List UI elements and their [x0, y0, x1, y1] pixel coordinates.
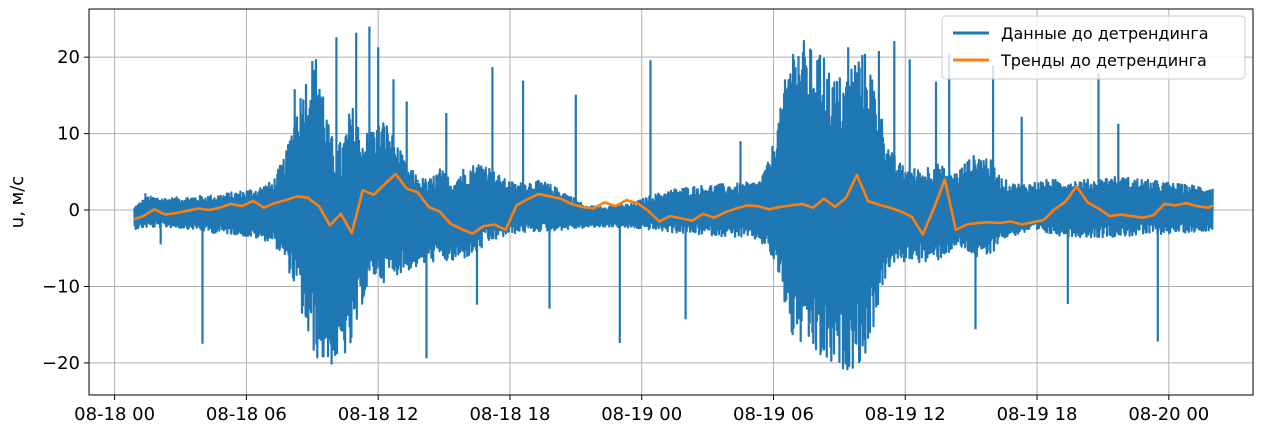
series-data-before-detrending: [133, 26, 1214, 371]
y-tick-label: −10: [42, 276, 80, 297]
x-tick-label: 08-20 00: [1128, 404, 1209, 425]
y-axis: −20 −10 0 10 20: [42, 47, 89, 374]
x-tick-label: 08-18 00: [74, 404, 155, 425]
y-axis-label: u, м/с: [7, 176, 28, 228]
legend-box: [941, 15, 1246, 80]
y-tick-label: 0: [69, 200, 80, 221]
legend: Данные до детрендинга Тренды до детренди…: [941, 15, 1246, 80]
series-line-data: [133, 26, 1214, 371]
x-tick-label: 08-19 00: [601, 404, 682, 425]
y-tick-label: 10: [57, 124, 80, 145]
x-tick-label: 08-18 12: [338, 404, 419, 425]
x-tick-label: 08-19 12: [865, 404, 946, 425]
legend-label-data: Данные до детрендинга: [1001, 24, 1209, 43]
series-trend-before-detrending: [133, 172, 1214, 236]
y-tick-label: 20: [57, 47, 80, 68]
y-tick-label: −20: [42, 353, 80, 374]
plot-frame: [88, 8, 1254, 396]
x-tick-label: 08-19 18: [997, 404, 1078, 425]
x-axis: 08-18 00 08-18 06 08-18 12 08-18 18 08-19 00…: [74, 395, 1209, 425]
x-tick-label: 08-19 06: [733, 404, 814, 425]
x-tick-label: 08-18 18: [469, 404, 550, 425]
x-tick-label: 08-18 06: [206, 404, 287, 425]
legend-label-trend: Тренды до детрендинга: [1000, 51, 1207, 70]
series-line-trend: [133, 172, 1214, 236]
